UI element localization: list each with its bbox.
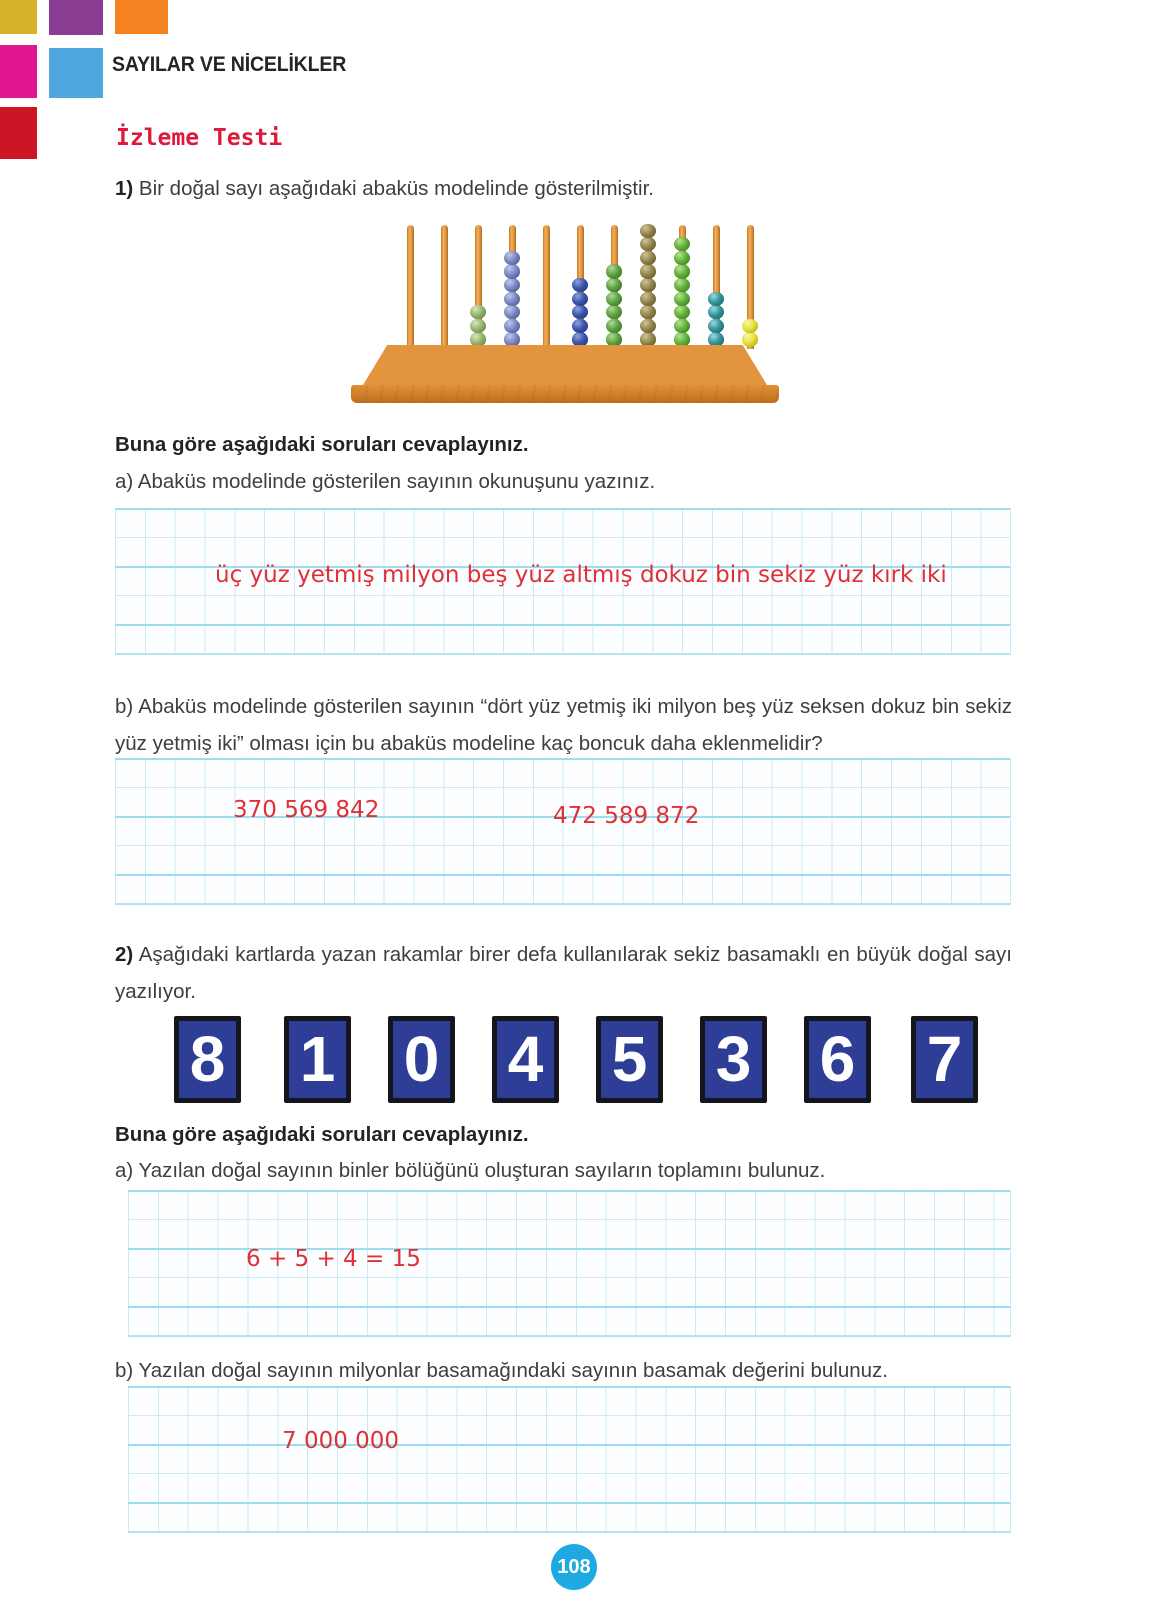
abacus-bead bbox=[674, 291, 690, 306]
abacus-bead bbox=[674, 318, 690, 333]
answer-grid-1a: üç yüz yetmiş milyon beş yüz altmış doku… bbox=[115, 508, 1011, 655]
abacus-bead bbox=[674, 278, 690, 293]
test-title: İzleme Testi bbox=[116, 125, 283, 151]
abacus-bead bbox=[572, 318, 588, 333]
digit-card: 1 bbox=[284, 1016, 351, 1103]
answer-1a: üç yüz yetmiş milyon beş yüz altmış doku… bbox=[215, 562, 947, 588]
answer-1b-target-number: 472 589 872 bbox=[553, 803, 700, 829]
digit-card: 5 bbox=[596, 1016, 663, 1103]
question-1-prompt: Buna göre aşağıdaki soruları cevaplayını… bbox=[115, 433, 529, 456]
abacus-bead bbox=[470, 318, 486, 333]
question-2-label: 2) bbox=[115, 943, 134, 966]
question-1-text: 1) Bir doğal sayı aşağıdaki abaküs model… bbox=[115, 177, 654, 200]
decoration-square-gold bbox=[0, 0, 37, 34]
abacus-rod bbox=[746, 225, 754, 349]
abacus-bead bbox=[640, 237, 656, 252]
abacus-bead bbox=[504, 318, 520, 333]
decoration-square-orange bbox=[115, 0, 168, 34]
answer-2b: 7 000 000 bbox=[282, 1428, 400, 1454]
abacus-bead bbox=[572, 291, 588, 306]
abacus-illustration bbox=[345, 212, 785, 404]
abacus-base bbox=[363, 345, 767, 385]
question-1-label: 1) bbox=[115, 177, 134, 200]
answer-1b-original-number: 370 569 842 bbox=[233, 797, 380, 823]
abacus-bead bbox=[708, 332, 724, 347]
abacus-bead bbox=[572, 278, 588, 293]
digit-card: 0 bbox=[388, 1016, 455, 1103]
abacus-bead bbox=[606, 264, 622, 279]
decoration-square-blue bbox=[49, 48, 103, 98]
abacus-bead bbox=[572, 305, 588, 320]
abacus-bead bbox=[708, 305, 724, 320]
decoration-square-purple bbox=[49, 0, 103, 35]
digit-card: 4 bbox=[492, 1016, 559, 1103]
abacus-bead bbox=[470, 332, 486, 347]
abacus-bead bbox=[674, 264, 690, 279]
abacus-bead bbox=[470, 305, 486, 320]
abacus-bead bbox=[674, 250, 690, 265]
abacus-bead bbox=[742, 318, 758, 333]
digit-card: 3 bbox=[700, 1016, 767, 1103]
unit-title: SAYILAR VE NİCELİKLER bbox=[112, 53, 347, 76]
page-number-badge: 108 bbox=[551, 1544, 597, 1590]
abacus-bead bbox=[640, 305, 656, 320]
abacus-bead bbox=[742, 332, 758, 347]
abacus-bead bbox=[504, 332, 520, 347]
abacus-bead bbox=[640, 250, 656, 265]
digit-card: 7 bbox=[911, 1016, 978, 1103]
answer-2a: 6 + 5 + 4 = 15 bbox=[246, 1246, 421, 1272]
abacus-bead bbox=[708, 291, 724, 306]
abacus-bead bbox=[674, 332, 690, 347]
question-2-text: 2) Aşağıdaki kartlarda yazan rakamlar bi… bbox=[115, 943, 1012, 1003]
abacus-bead bbox=[708, 318, 724, 333]
digit-card: 8 bbox=[174, 1016, 241, 1103]
question-2b-text: b) Yazılan doğal sayının milyonlar basam… bbox=[115, 1359, 889, 1382]
question-1a-text: a) Abaküs modelinde gösterilen sayının o… bbox=[115, 470, 656, 493]
abacus-bead bbox=[640, 264, 656, 279]
abacus-bead bbox=[504, 264, 520, 279]
abacus-bead bbox=[640, 223, 656, 238]
abacus-bead bbox=[640, 332, 656, 347]
question-1b-text: b) Abaküs modelinde gösterilen sayının “… bbox=[115, 695, 1012, 755]
decoration-square-magenta bbox=[0, 45, 37, 98]
abacus-bead bbox=[640, 278, 656, 293]
abacus-bead bbox=[640, 291, 656, 306]
page-number: 108 bbox=[557, 1555, 591, 1578]
abacus-bead bbox=[504, 250, 520, 265]
abacus-bead bbox=[674, 305, 690, 320]
abacus-bead bbox=[674, 237, 690, 252]
answer-grid-1b: 370 569 842 472 589 872 bbox=[115, 758, 1011, 905]
abacus-rod bbox=[712, 225, 720, 349]
abacus-base-foot bbox=[351, 385, 779, 403]
abacus-bead bbox=[606, 332, 622, 347]
abacus-bead bbox=[504, 291, 520, 306]
digit-card: 6 bbox=[804, 1016, 871, 1103]
abacus-rod bbox=[474, 225, 482, 349]
abacus-rod bbox=[440, 225, 448, 349]
answer-grid-2b: 7 000 000 bbox=[128, 1386, 1011, 1533]
question-2a-text: a) Yazılan doğal sayının binler bölüğünü… bbox=[115, 1159, 826, 1182]
abacus-bead bbox=[572, 332, 588, 347]
question-2-prompt: Buna göre aşağıdaki soruları cevaplayını… bbox=[115, 1123, 529, 1146]
answer-grid-2a: 6 + 5 + 4 = 15 bbox=[128, 1190, 1011, 1337]
decoration-square-red bbox=[0, 107, 37, 159]
abacus-bead bbox=[606, 318, 622, 333]
abacus-bead bbox=[606, 278, 622, 293]
abacus-bead bbox=[504, 305, 520, 320]
abacus-rod bbox=[542, 225, 550, 349]
abacus-rod bbox=[406, 225, 414, 349]
abacus-bead bbox=[606, 305, 622, 320]
abacus-bead bbox=[606, 291, 622, 306]
abacus-bead bbox=[504, 278, 520, 293]
abacus-bead bbox=[640, 318, 656, 333]
